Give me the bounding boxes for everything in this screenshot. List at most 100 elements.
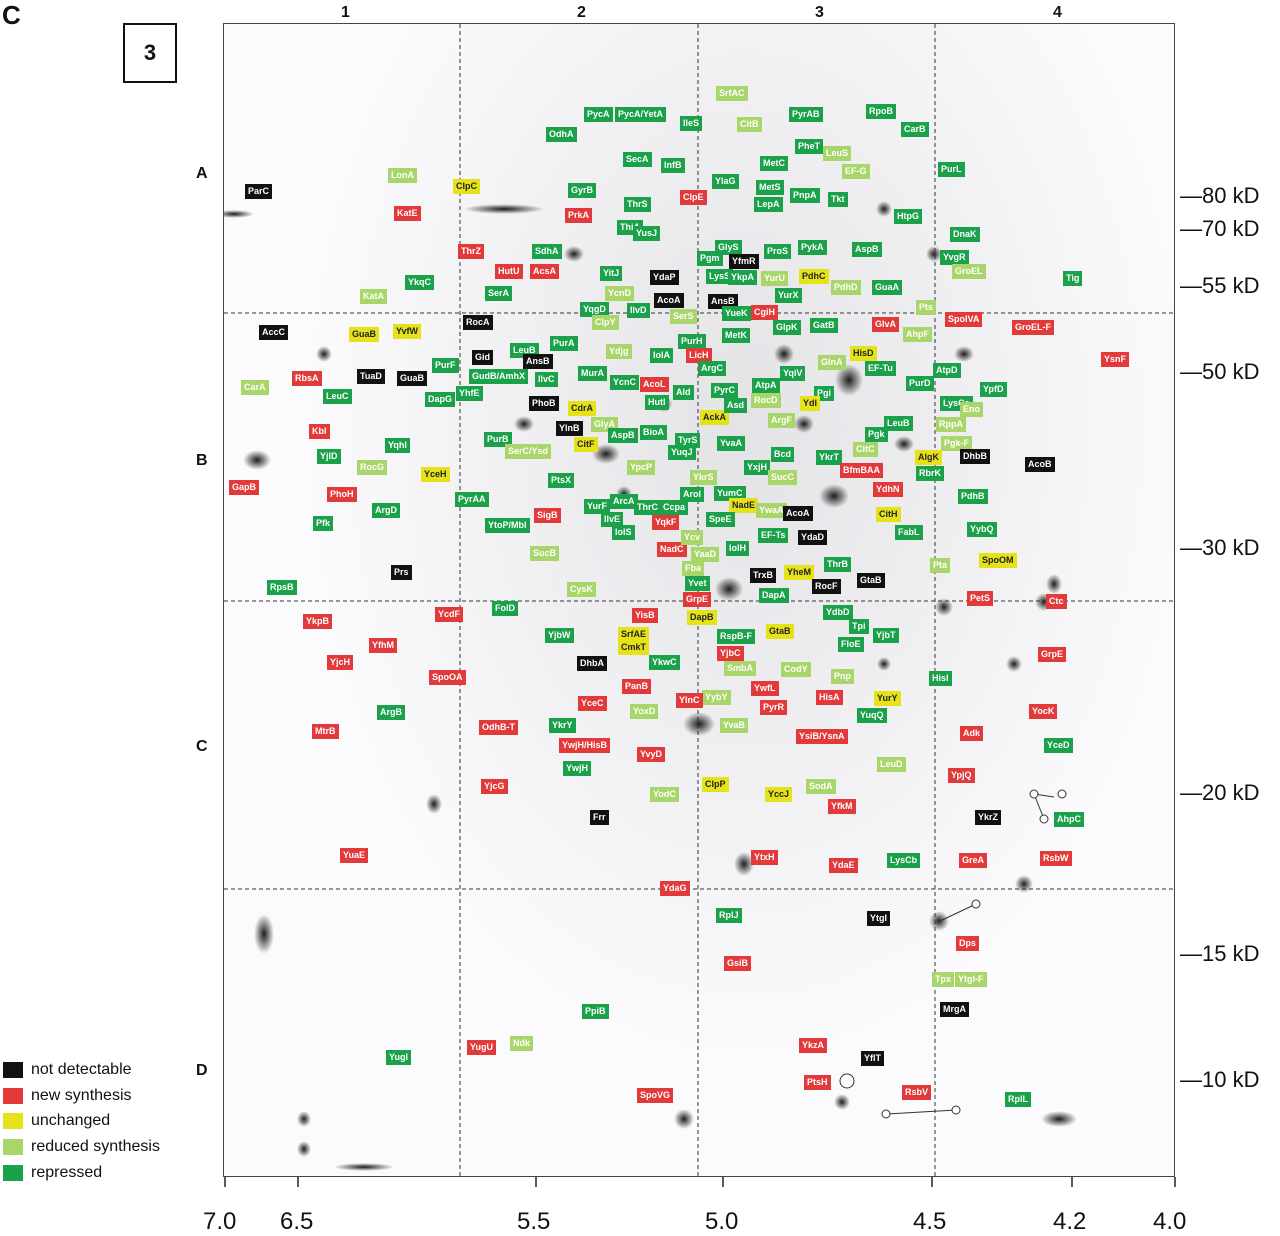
protein-tag: Bcd bbox=[771, 447, 795, 462]
protein-tag: SpeE bbox=[706, 512, 735, 527]
protein-tag: Eno bbox=[960, 402, 983, 417]
protein-tag: RbrK bbox=[916, 466, 944, 481]
protein-tag: GroEL-F bbox=[1012, 320, 1054, 335]
legend-label: new synthesis bbox=[31, 1087, 132, 1104]
protein-tag: NadC bbox=[657, 542, 687, 557]
protein-tag: YueK bbox=[722, 306, 751, 321]
protein-tag: SerC/Ysd bbox=[505, 444, 552, 459]
protein-tag: YwjH/HisB bbox=[559, 738, 611, 753]
protein-tag: GrpE bbox=[683, 592, 712, 607]
protein-tag: Pgk-F bbox=[941, 436, 973, 451]
protein-tag: HutI bbox=[645, 395, 669, 410]
protein-tag: Asd bbox=[724, 398, 748, 413]
protein-tag: PyrAA bbox=[455, 492, 489, 507]
protein-tag: YpfD bbox=[980, 382, 1007, 397]
protein-tag: FloE bbox=[838, 637, 864, 652]
legend-item-new-synthesis: new synthesis bbox=[3, 1085, 132, 1107]
protein-tag: PhoB bbox=[529, 396, 559, 411]
protein-tag: GreA bbox=[959, 853, 988, 868]
protein-tag: YsnF bbox=[1101, 352, 1130, 367]
protein-tag: LepA bbox=[754, 197, 783, 212]
protein-tag: YodC bbox=[650, 787, 679, 802]
protein-tag: FolD bbox=[492, 601, 518, 616]
protein-tag: YheM bbox=[784, 565, 815, 580]
protein-tag: MetC bbox=[760, 156, 788, 171]
protein-tag: YflT bbox=[861, 1051, 884, 1066]
protein-tag: MurA bbox=[578, 366, 607, 381]
protein-tag: YkpB bbox=[303, 614, 333, 629]
protein-tag: YybY bbox=[702, 690, 731, 705]
protein-tag: MtrB bbox=[312, 724, 339, 739]
protein-tag: DhbA bbox=[577, 656, 607, 671]
protein-tag: IlvE bbox=[601, 512, 624, 527]
protein-tag: KatA bbox=[360, 289, 388, 304]
protein-tag: GudB/AmhX bbox=[469, 369, 528, 384]
protein-tag: YqiV bbox=[780, 366, 806, 381]
pi-tick-label: 6.5 bbox=[280, 1208, 314, 1235]
protein-tag: AcsA bbox=[530, 264, 560, 279]
protein-tag: GlvA bbox=[872, 317, 900, 332]
protein-tag: YkzA bbox=[799, 1038, 828, 1053]
protein-tag: GapB bbox=[229, 480, 260, 495]
protein-tag: AlgK bbox=[915, 450, 942, 465]
protein-tag: YkpA bbox=[728, 270, 758, 285]
protein-tag: IlvD bbox=[627, 303, 650, 318]
protein-tag: YceD bbox=[1044, 738, 1073, 753]
protein-tag: SdhA bbox=[532, 244, 562, 259]
protein-tag: RpsB bbox=[267, 580, 297, 595]
protein-tag: PurB bbox=[484, 432, 512, 447]
protein-tag: ArgC bbox=[698, 361, 726, 376]
protein-tag: GlnA bbox=[818, 355, 846, 370]
protein-tag: EF-Tu bbox=[865, 361, 896, 376]
protein-tag: BioA bbox=[640, 425, 667, 440]
protein-tag: SrfAE bbox=[618, 627, 650, 642]
row-label-c: C bbox=[196, 738, 208, 755]
mw-marker: —55 kD bbox=[1180, 273, 1260, 298]
protein-tag: PrkA bbox=[565, 208, 593, 223]
protein-tag: ArgF bbox=[768, 413, 795, 428]
protein-tag: ClpC bbox=[453, 179, 480, 194]
protein-tag: Tkt bbox=[828, 192, 848, 207]
protein-tag: YurX bbox=[775, 288, 802, 303]
protein-tag: YkrZ bbox=[975, 810, 1002, 825]
protein-tag: YvfW bbox=[393, 324, 422, 339]
protein-tag: Prs bbox=[391, 565, 412, 580]
protein-tag: YkrY bbox=[549, 718, 576, 733]
protein-tag: LysS bbox=[706, 269, 734, 284]
protein-tag: PhoH bbox=[327, 487, 357, 502]
pi-tick-label: 5.5 bbox=[517, 1208, 551, 1235]
protein-tag: YuaE bbox=[340, 848, 369, 863]
protein-tag: YfmR bbox=[729, 254, 759, 269]
protein-tag: YitJ bbox=[600, 266, 623, 281]
protein-tag: YjbT bbox=[873, 628, 899, 643]
protein-tag: Ndk bbox=[510, 1036, 534, 1051]
protein-tag: ThrS bbox=[624, 197, 651, 212]
protein-tag: PycA/YetA bbox=[615, 107, 667, 122]
protein-tag: OdhB-T bbox=[479, 720, 518, 735]
protein-tag: PpiB bbox=[582, 1004, 609, 1019]
protein-tag: SecA bbox=[623, 152, 652, 167]
protein-tag: YwjH bbox=[563, 761, 592, 776]
protein-tag: YfhM bbox=[369, 638, 397, 653]
protein-tag: PyrR bbox=[760, 700, 788, 715]
protein-tag: DhbB bbox=[960, 449, 990, 464]
protein-tag: PdhB bbox=[958, 489, 988, 504]
legend-swatch bbox=[3, 1165, 23, 1181]
protein-tag: Tig bbox=[1063, 271, 1083, 286]
gel-number-box: 3 bbox=[123, 23, 177, 83]
protein-tag: YceC bbox=[578, 696, 607, 711]
pi-tick-label: 4.0 bbox=[1153, 1208, 1187, 1235]
protein-tag: SmbA bbox=[724, 661, 757, 676]
protein-tag: HisA bbox=[816, 690, 843, 705]
protein-tag: InfB bbox=[661, 158, 685, 173]
protein-tag: AroI bbox=[680, 487, 704, 502]
protein-tag: HisD bbox=[850, 346, 877, 361]
protein-tag: YumC bbox=[714, 486, 746, 501]
protein-tag: YvgR bbox=[940, 250, 969, 265]
protein-tag: YqhI bbox=[385, 438, 410, 453]
legend-swatch bbox=[3, 1062, 23, 1078]
protein-tag: RocF bbox=[812, 579, 841, 594]
protein-tag: YjbC bbox=[717, 646, 744, 661]
protein-tag: YkqC bbox=[405, 275, 435, 290]
gel-number: 3 bbox=[143, 40, 157, 65]
